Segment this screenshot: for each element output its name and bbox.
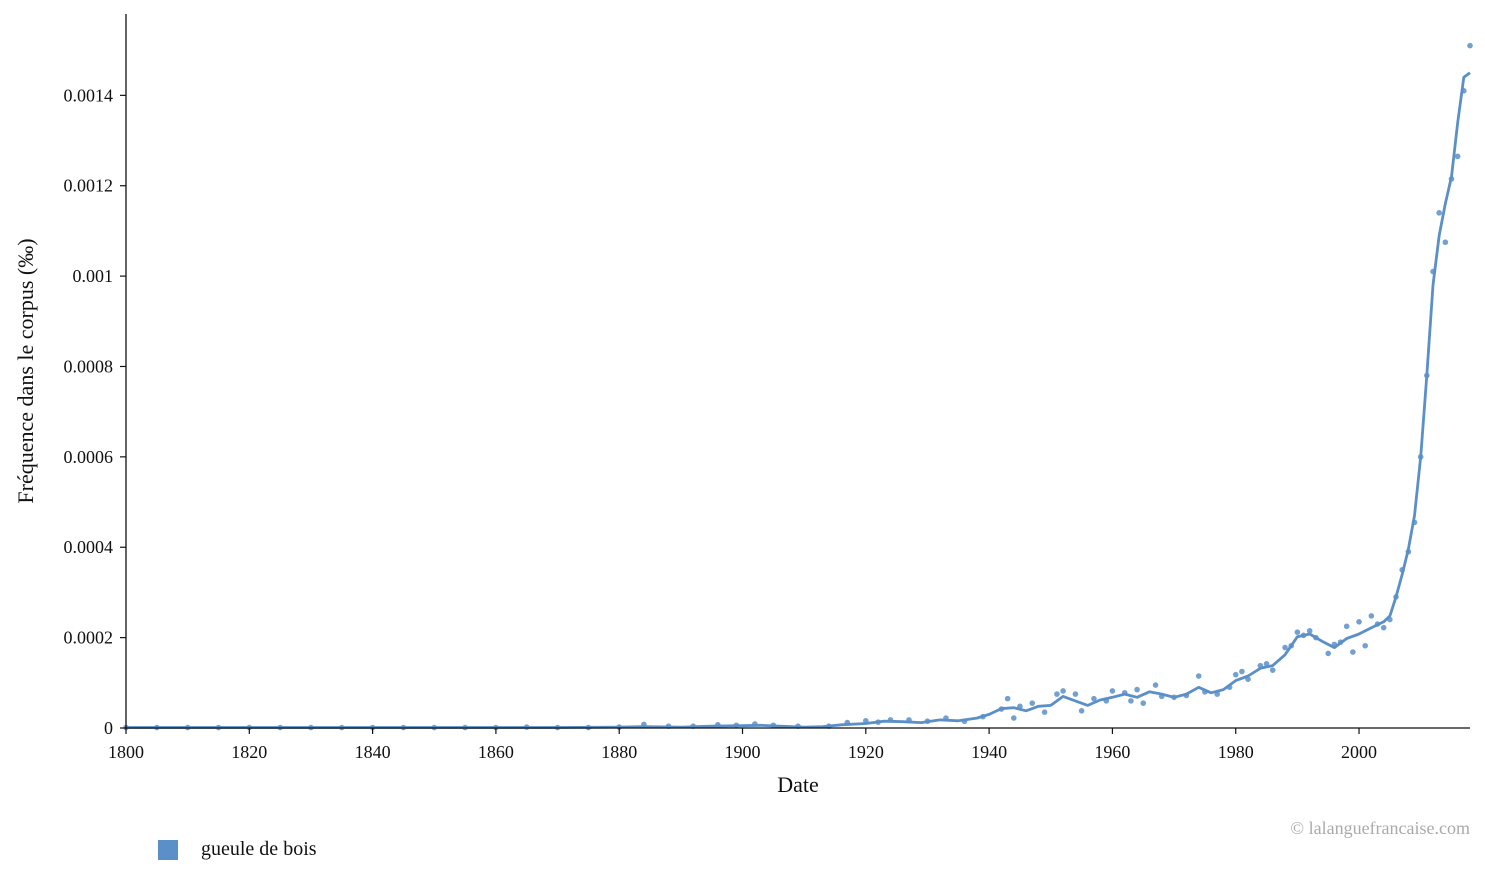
data-point bbox=[1072, 691, 1079, 697]
y-ticks: 0 0.0002 0.0004 0.0006 0.0008 0.001 0.0012 0.00… bbox=[64, 85, 126, 738]
x-tick-label: 1840 bbox=[355, 742, 391, 762]
data-point bbox=[1350, 649, 1356, 655]
data-point bbox=[1356, 619, 1362, 625]
y-axis-title: Fréquence dans le corpus (‰) bbox=[13, 238, 38, 503]
data-point bbox=[1436, 210, 1442, 216]
x-tick-label: 1800 bbox=[108, 742, 144, 762]
data-point bbox=[1368, 613, 1375, 619]
data-point bbox=[1442, 239, 1449, 246]
legend-swatch bbox=[158, 839, 178, 860]
data-point bbox=[1325, 650, 1332, 657]
data-point bbox=[1343, 623, 1350, 630]
x-tick-label: 1940 bbox=[971, 742, 1007, 762]
y-tick-label: 0.001 bbox=[73, 266, 114, 286]
data-point bbox=[1128, 698, 1134, 704]
data-point bbox=[1134, 686, 1140, 693]
data-point bbox=[1269, 667, 1276, 673]
data-point bbox=[1294, 629, 1301, 635]
series-line bbox=[126, 71, 1471, 729]
y-tick-label: 0.0004 bbox=[64, 537, 114, 557]
x-tick-label: 1880 bbox=[601, 742, 637, 762]
data-point bbox=[1232, 671, 1239, 678]
data-point bbox=[1091, 695, 1097, 702]
legend: gueule de bois bbox=[158, 838, 317, 861]
x-tick-label: 1860 bbox=[478, 742, 514, 762]
data-point bbox=[1060, 688, 1066, 694]
y-tick-label: 0.0014 bbox=[64, 85, 114, 105]
data-point bbox=[1282, 644, 1288, 651]
x-axis-title: Date bbox=[777, 772, 819, 797]
x-tick-label: 2000 bbox=[1341, 742, 1377, 762]
data-point bbox=[1239, 668, 1245, 675]
x-tick-label: 1820 bbox=[231, 742, 267, 762]
data-point bbox=[1010, 715, 1017, 721]
data-point bbox=[1078, 708, 1085, 714]
data-point bbox=[1109, 688, 1116, 694]
data-point bbox=[1195, 673, 1202, 679]
data-point bbox=[1454, 153, 1461, 160]
y-tick-label: 0.0008 bbox=[64, 356, 114, 376]
data-point bbox=[1467, 42, 1473, 49]
data-point bbox=[1380, 624, 1387, 631]
x-tick-label: 1980 bbox=[1218, 742, 1254, 762]
data-point bbox=[1306, 628, 1313, 634]
data-point bbox=[1004, 695, 1011, 702]
y-tick-label: 0 bbox=[104, 718, 113, 738]
data-point bbox=[1362, 642, 1368, 649]
chart-marks bbox=[123, 42, 1473, 731]
data-point bbox=[1140, 700, 1147, 706]
data-point bbox=[1029, 700, 1036, 706]
x-ticks: 1800 1820 1840 1860 1880 1900 1920 1940 1960 1980… bbox=[108, 728, 1377, 762]
data-point bbox=[1054, 691, 1060, 697]
y-tick-label: 0.0012 bbox=[64, 176, 114, 196]
data-point bbox=[1041, 709, 1048, 715]
y-tick-label: 0.0006 bbox=[64, 447, 114, 467]
data-point bbox=[1152, 682, 1159, 688]
legend-label: gueule de bois bbox=[201, 838, 317, 860]
x-tick-label: 1920 bbox=[848, 742, 884, 762]
x-tick-label: 1960 bbox=[1094, 742, 1130, 762]
watermark: © lalanguefrancaise.com bbox=[1290, 818, 1470, 838]
x-tick-label: 1900 bbox=[725, 742, 761, 762]
y-tick-label: 0.0002 bbox=[64, 628, 114, 648]
